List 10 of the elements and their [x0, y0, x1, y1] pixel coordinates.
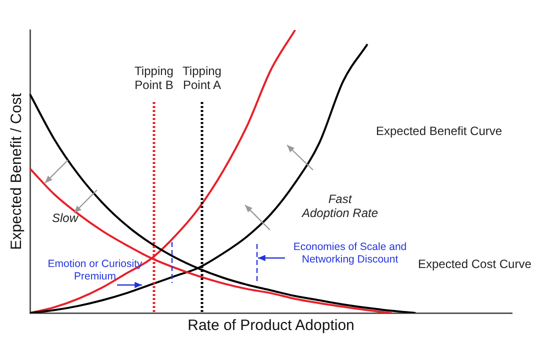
annotation: Fast Adoption Rate	[300, 192, 378, 220]
annotation: Expected Benefit Curve	[376, 124, 502, 138]
annotation: Tipping Point A	[182, 64, 222, 92]
annotation: Emotion or Curiosity Premium	[48, 258, 144, 282]
annotation: Economies of Scale and Networking Discount	[293, 241, 407, 266]
y-axis-title: Expected Benefit / Cost	[8, 92, 26, 250]
annotation: Expected Cost Curve	[418, 257, 532, 271]
annotation: Slow	[52, 211, 80, 225]
x-axis-title: Rate of Product Adoption	[188, 317, 354, 334]
annotation: Tipping Point B	[134, 64, 174, 92]
